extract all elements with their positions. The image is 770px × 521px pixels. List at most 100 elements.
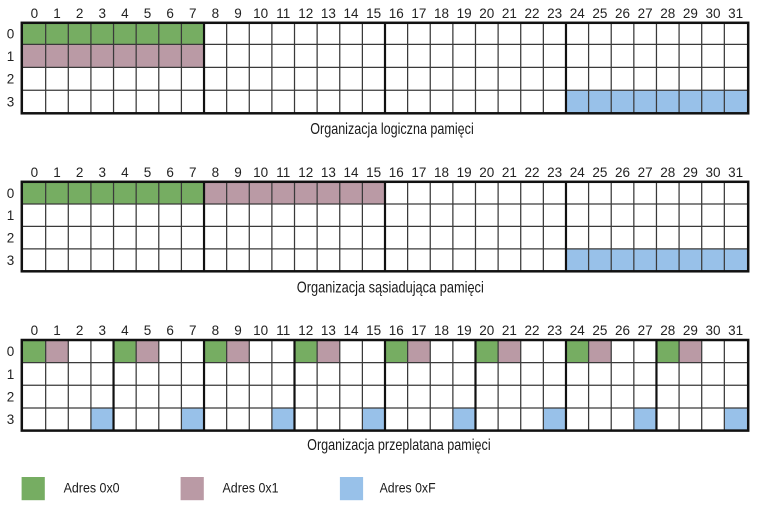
svg-text:24: 24 — [570, 6, 586, 21]
svg-text:11: 11 — [276, 6, 290, 21]
svg-text:22: 22 — [525, 323, 540, 338]
svg-text:3: 3 — [98, 165, 106, 180]
svg-text:26: 26 — [615, 165, 630, 180]
svg-text:21: 21 — [502, 165, 517, 180]
svg-text:1: 1 — [53, 6, 61, 21]
svg-text:20: 20 — [479, 165, 494, 180]
svg-text:3: 3 — [7, 412, 15, 427]
svg-text:22: 22 — [525, 6, 540, 21]
svg-text:30: 30 — [706, 165, 721, 180]
svg-text:Organizacja logiczna pamięci: Organizacja logiczna pamięci — [310, 121, 474, 138]
svg-text:28: 28 — [660, 165, 675, 180]
svg-text:2: 2 — [76, 6, 84, 21]
svg-text:0: 0 — [31, 6, 39, 21]
svg-text:15: 15 — [366, 323, 381, 338]
svg-text:4: 4 — [121, 165, 129, 180]
svg-text:29: 29 — [683, 6, 698, 21]
svg-text:10: 10 — [253, 165, 268, 180]
svg-text:0: 0 — [7, 344, 15, 359]
svg-text:7: 7 — [189, 323, 197, 338]
svg-text:9: 9 — [234, 165, 242, 180]
svg-text:4: 4 — [121, 6, 129, 21]
svg-text:2: 2 — [7, 390, 15, 405]
svg-text:3: 3 — [7, 253, 15, 268]
svg-text:1: 1 — [7, 367, 15, 382]
svg-text:19: 19 — [457, 6, 472, 21]
svg-text:22: 22 — [525, 165, 540, 180]
svg-text:5: 5 — [144, 323, 152, 338]
svg-text:3: 3 — [7, 95, 15, 110]
svg-text:2: 2 — [7, 72, 15, 87]
svg-text:31: 31 — [728, 6, 743, 21]
svg-text:7: 7 — [189, 6, 197, 21]
svg-text:Adres 0x0: Adres 0x0 — [64, 480, 120, 496]
svg-text:19: 19 — [457, 323, 472, 338]
svg-text:16: 16 — [389, 6, 404, 21]
svg-text:27: 27 — [638, 165, 653, 180]
svg-text:14: 14 — [344, 323, 360, 338]
svg-text:2: 2 — [76, 323, 84, 338]
svg-text:8: 8 — [212, 6, 220, 21]
svg-text:6: 6 — [166, 323, 174, 338]
svg-text:21: 21 — [502, 6, 517, 21]
svg-text:13: 13 — [321, 323, 336, 338]
svg-text:16: 16 — [389, 165, 404, 180]
svg-text:29: 29 — [683, 165, 698, 180]
svg-text:9: 9 — [234, 6, 242, 21]
svg-text:27: 27 — [638, 6, 653, 21]
svg-text:16: 16 — [389, 323, 404, 338]
svg-text:24: 24 — [570, 165, 586, 180]
svg-text:3: 3 — [98, 6, 106, 21]
svg-text:30: 30 — [706, 6, 721, 21]
svg-text:13: 13 — [321, 165, 336, 180]
svg-text:6: 6 — [166, 6, 174, 21]
svg-text:12: 12 — [298, 6, 313, 21]
svg-text:28: 28 — [660, 323, 675, 338]
svg-text:12: 12 — [298, 165, 313, 180]
svg-text:15: 15 — [366, 165, 381, 180]
svg-text:1: 1 — [7, 208, 15, 223]
svg-text:11: 11 — [276, 165, 290, 180]
svg-text:7: 7 — [189, 165, 197, 180]
svg-text:20: 20 — [479, 6, 494, 21]
svg-text:26: 26 — [615, 323, 630, 338]
svg-text:13: 13 — [321, 6, 336, 21]
svg-text:10: 10 — [253, 6, 268, 21]
svg-text:9: 9 — [234, 323, 242, 338]
svg-text:14: 14 — [344, 6, 360, 21]
svg-text:17: 17 — [411, 165, 426, 180]
svg-text:28: 28 — [660, 6, 675, 21]
svg-text:23: 23 — [547, 165, 562, 180]
svg-text:23: 23 — [547, 323, 562, 338]
svg-text:25: 25 — [592, 323, 607, 338]
svg-text:Adres 0x1: Adres 0x1 — [223, 480, 279, 496]
svg-text:20: 20 — [479, 323, 494, 338]
svg-text:30: 30 — [706, 323, 721, 338]
svg-text:19: 19 — [457, 165, 472, 180]
svg-text:29: 29 — [683, 323, 698, 338]
svg-text:21: 21 — [502, 323, 517, 338]
svg-text:5: 5 — [144, 6, 152, 21]
svg-text:25: 25 — [592, 6, 607, 21]
svg-text:0: 0 — [7, 27, 15, 42]
svg-text:1: 1 — [7, 49, 15, 64]
svg-text:0: 0 — [7, 186, 15, 201]
svg-text:6: 6 — [166, 165, 174, 180]
svg-text:18: 18 — [434, 165, 449, 180]
svg-text:11: 11 — [276, 323, 290, 338]
svg-text:3: 3 — [98, 323, 106, 338]
svg-text:14: 14 — [344, 165, 360, 180]
svg-text:0: 0 — [31, 323, 39, 338]
svg-text:24: 24 — [570, 323, 586, 338]
svg-text:15: 15 — [366, 6, 381, 21]
svg-text:18: 18 — [434, 323, 449, 338]
svg-text:Organizacja przeplatana pamięc: Organizacja przeplatana pamięci — [307, 437, 491, 454]
svg-text:1: 1 — [53, 323, 61, 338]
svg-text:10: 10 — [253, 323, 268, 338]
svg-text:5: 5 — [144, 165, 152, 180]
svg-text:12: 12 — [298, 323, 313, 338]
svg-text:Organizacja sąsiadująca pamięc: Organizacja sąsiadująca pamięci — [297, 279, 484, 296]
svg-text:1: 1 — [53, 165, 61, 180]
svg-text:27: 27 — [638, 323, 653, 338]
svg-text:26: 26 — [615, 6, 630, 21]
